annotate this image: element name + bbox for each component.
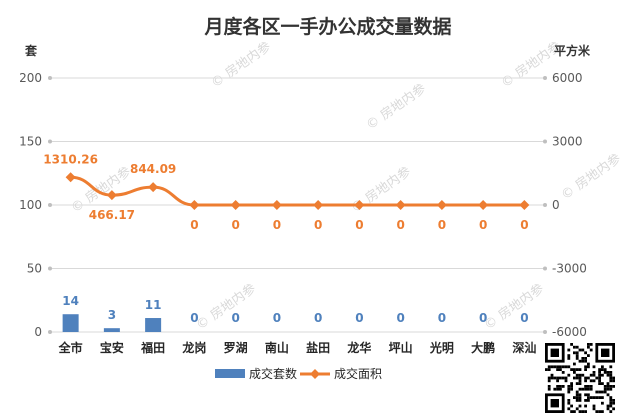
legend-label-bar: 成交套数 — [249, 366, 297, 381]
line-data-label: 0 — [190, 218, 198, 232]
category-label: 光明 — [429, 340, 454, 355]
line-point — [148, 182, 159, 193]
right-tick-label: 0 — [552, 198, 560, 212]
grid-marker — [543, 330, 547, 334]
right-axis-ticks: 6000 3000 0 -3000 -6000 — [552, 71, 587, 339]
legend-marker — [310, 369, 320, 379]
grid-marker — [543, 266, 547, 271]
left-axis-unit: 套 — [24, 43, 38, 58]
right-tick-label: -6000 — [552, 325, 587, 339]
left-tick-label: 200 — [19, 71, 42, 85]
category-label: 福田 — [140, 340, 165, 355]
grid-marker — [543, 139, 547, 144]
grid-marker — [543, 203, 547, 207]
grid-marker — [48, 266, 52, 271]
category-label: 坪山 — [389, 340, 413, 355]
grid-marker — [48, 76, 52, 80]
bar-data-label: 0 — [520, 311, 528, 325]
line-data-label: 1310.26 — [43, 152, 98, 166]
category-label: 南山 — [265, 340, 289, 355]
bar-data-label: 0 — [273, 311, 281, 325]
line-point — [230, 200, 241, 210]
line-data-label: 0 — [314, 218, 322, 232]
line-data-label: 844.09 — [130, 162, 176, 176]
legend-label-line: 成交面积 — [334, 366, 382, 381]
left-axis-ticks: 200 150 100 50 0 — [19, 71, 42, 339]
line-point — [271, 200, 282, 210]
chart-title: 月度各区一手办公成交量数据 — [203, 15, 451, 38]
left-tick-label: 150 — [19, 135, 42, 149]
line-point — [519, 200, 530, 210]
category-label: 罗湖 — [224, 340, 248, 355]
bar — [145, 318, 162, 332]
line-data-label: 0 — [479, 218, 487, 232]
category-label: 龙华 — [347, 340, 371, 355]
right-axis-unit: 平方米 — [554, 43, 591, 58]
line-point — [189, 200, 200, 210]
line-point — [436, 200, 447, 210]
grid-marker — [48, 139, 52, 144]
category-label: 宝安 — [100, 340, 124, 355]
watermark-text: © 房地内参 — [193, 281, 259, 334]
bar-data-label: 0 — [314, 311, 322, 325]
right-tick-label: 3000 — [552, 135, 583, 149]
line-data-label: 466.17 — [89, 208, 135, 222]
line-point — [395, 200, 406, 210]
watermark-text: © 房地内参 — [208, 39, 274, 92]
bar-data-label: 0 — [190, 311, 198, 325]
left-tick-label: 100 — [19, 198, 42, 212]
grid-marker — [543, 76, 547, 80]
category-label: 大鹏 — [471, 340, 495, 355]
bar-series: 14 3 11 0 0 0 0 0 0 0 0 0 — [62, 294, 529, 332]
legend: 成交套数 成交面积 — [215, 366, 382, 381]
line-point — [313, 200, 324, 210]
bar-data-label: 0 — [438, 311, 446, 325]
right-tick-label: -3000 — [552, 262, 587, 276]
bar-data-label: 0 — [479, 311, 487, 325]
bar-data-label: 0 — [231, 311, 239, 325]
bar-data-label: 0 — [396, 311, 404, 325]
line-data-label: 0 — [396, 218, 404, 232]
left-tick-label: 50 — [27, 262, 42, 276]
legend-swatch-bar — [215, 369, 245, 378]
qr-code-icon — [545, 343, 615, 413]
grid-marker — [48, 330, 52, 334]
line-series: 1310.26 466.17 844.09 0 0 0 0 0 0 0 0 0 — [43, 152, 530, 232]
left-tick-label: 0 — [34, 325, 42, 339]
line-data-label: 0 — [438, 218, 446, 232]
watermark-text: © 房地内参 — [363, 81, 429, 134]
category-labels: 全市 宝安 福田 龙岗 罗湖 南山 盐田 龙华 坪山 光明 大鹏 深汕 — [58, 340, 537, 355]
line-data-label: 0 — [273, 218, 281, 232]
line-point — [106, 190, 117, 201]
line-point — [65, 172, 76, 183]
right-tick-label: 6000 — [552, 71, 583, 85]
line-point — [354, 200, 365, 210]
category-label: 全市 — [58, 340, 83, 355]
line-data-label: 0 — [231, 218, 239, 232]
bar — [62, 314, 79, 332]
watermark-text: © 房地内参 — [558, 151, 621, 204]
bar-data-label: 3 — [108, 308, 116, 322]
grid-marker — [48, 203, 52, 207]
line-data-label: 0 — [355, 218, 363, 232]
line-point — [478, 200, 489, 210]
bar-data-label: 0 — [355, 311, 363, 325]
bar — [103, 328, 120, 332]
bar-data-label: 14 — [62, 294, 79, 308]
line-path — [70, 175, 525, 207]
category-label: 龙岗 — [182, 340, 206, 355]
category-label: 盐田 — [306, 340, 330, 355]
bar-data-label: 11 — [145, 298, 162, 312]
line-data-label: 0 — [520, 218, 528, 232]
category-label: 深汕 — [512, 340, 536, 355]
watermark-text: © 房地内参 — [481, 281, 547, 334]
